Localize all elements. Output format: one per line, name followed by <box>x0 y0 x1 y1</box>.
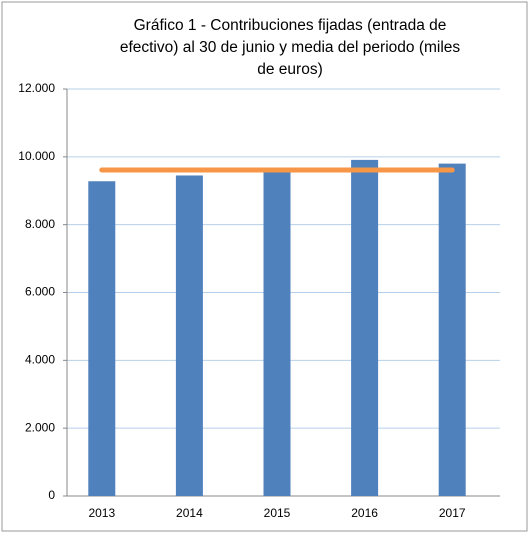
y-tick-label: 10.000 <box>18 149 55 163</box>
bar <box>263 169 291 496</box>
x-tick-label: 2017 <box>439 506 466 520</box>
bar <box>438 163 466 496</box>
y-tick-label: 8.000 <box>25 217 55 231</box>
x-tick-label: 2016 <box>351 506 378 520</box>
x-tick-label: 2015 <box>264 506 291 520</box>
chart-title: efectivo) al 30 de junio y media del per… <box>120 39 461 56</box>
x-tick-label: 2013 <box>88 506 115 520</box>
chart-title: de euros) <box>257 61 322 78</box>
y-tick-label: 6.000 <box>25 285 55 299</box>
bar <box>351 159 379 496</box>
chart-title: Gráfico 1 - Contribuciones fijadas (entr… <box>134 17 447 34</box>
x-tick-label: 2014 <box>176 506 203 520</box>
bar <box>88 181 116 496</box>
y-tick-label: 4.000 <box>25 353 55 367</box>
y-tick-label: 12.000 <box>18 81 55 95</box>
y-tick-label: 2.000 <box>25 420 55 434</box>
bar <box>175 175 203 497</box>
y-tick-label: 0 <box>48 488 55 502</box>
